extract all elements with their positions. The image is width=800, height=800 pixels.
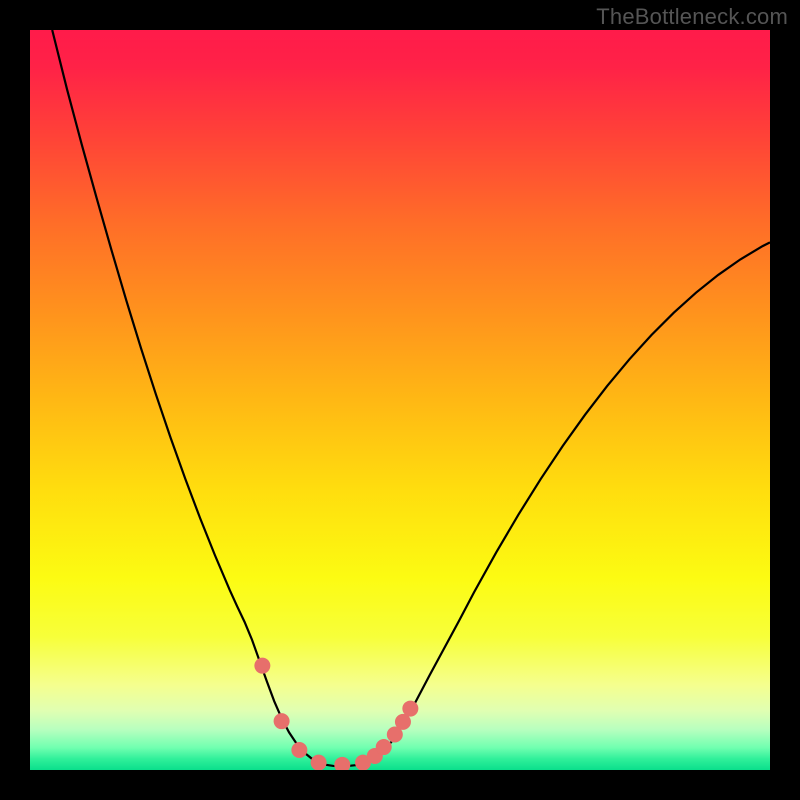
curve-marker xyxy=(274,713,290,729)
watermark-text: TheBottleneck.com xyxy=(596,4,788,30)
curve-marker xyxy=(291,742,307,758)
chart-svg xyxy=(30,30,770,770)
plot-area xyxy=(30,30,770,770)
curve-marker xyxy=(402,701,418,717)
curve-marker xyxy=(254,658,270,674)
figure-frame: TheBottleneck.com xyxy=(0,0,800,800)
chart-background xyxy=(30,30,770,770)
curve-marker xyxy=(376,739,392,755)
curve-marker xyxy=(311,755,327,770)
